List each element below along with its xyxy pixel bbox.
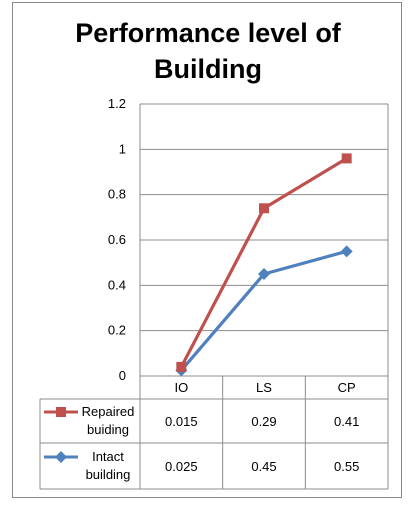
- y-tick-label: 0.2: [108, 323, 126, 338]
- data-point: [340, 245, 353, 258]
- data-point: [259, 203, 269, 214]
- x-category-label: IO: [174, 380, 188, 395]
- legend-label: Repaired: [82, 404, 135, 419]
- chart-frame: [12, 2, 402, 498]
- chart-title-line-1: Performance level of: [75, 18, 342, 48]
- series-line: [179, 157, 348, 368]
- table-cell-value: 0.41: [334, 414, 359, 429]
- data-table: IO LS CP Repaired buiding 0.015 0.29 0.41 Intact…: [39, 375, 389, 490]
- x-category-label: CP: [338, 380, 356, 395]
- data-point: [258, 268, 270, 280]
- chart-title-line-2: Building: [154, 54, 262, 84]
- y-tick-label: 0.8: [108, 187, 126, 202]
- table-cell-value: 0.29: [251, 414, 276, 429]
- x-category-label: LS: [256, 380, 272, 395]
- y-tick-label: 0: [119, 368, 126, 383]
- data-point: [341, 153, 352, 164]
- legend-label: buiding: [87, 422, 129, 437]
- legend-label: Intact: [92, 449, 124, 464]
- legend-key-marker: [55, 451, 67, 463]
- table-cell-value: 0.45: [251, 459, 276, 474]
- table-cell-value: 0.015: [165, 414, 198, 429]
- y-tick-label: 1: [119, 141, 126, 156]
- legend-key-marker: [56, 407, 66, 417]
- y-tick-label: 0.4: [108, 277, 126, 292]
- y-tick-label: 0.6: [108, 232, 126, 247]
- gridlines: [140, 103, 388, 332]
- y-axis: 0 0.2 0.4 0.6 0.8 1 1.2: [108, 96, 389, 489]
- data-point: [176, 361, 187, 372]
- y-tick-label: 1.2: [108, 96, 126, 111]
- plot-series: [175, 153, 353, 377]
- table-cell-value: 0.025: [165, 459, 198, 474]
- legend-label: building: [86, 467, 131, 482]
- table-cell-value: 0.55: [334, 459, 359, 474]
